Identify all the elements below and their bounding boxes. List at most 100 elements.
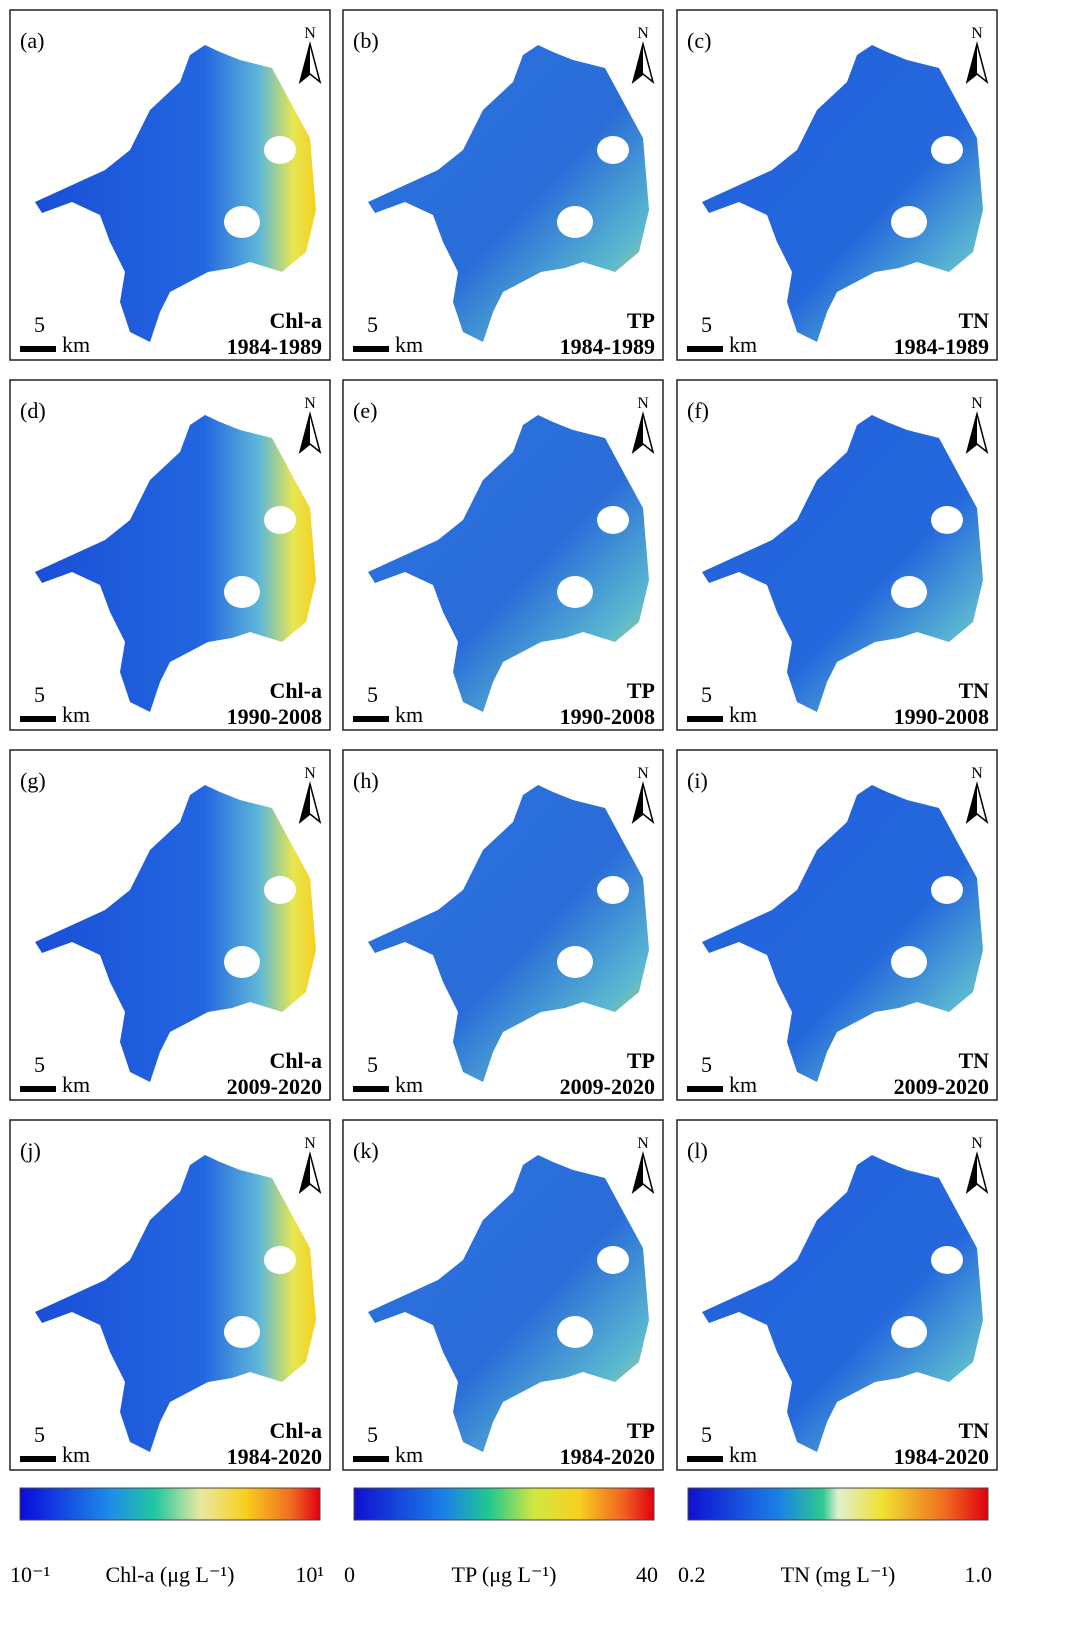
island [597, 1246, 629, 1274]
scale-unit: km [729, 1442, 757, 1467]
scale-value: 5 [34, 1052, 45, 1077]
island [264, 506, 296, 534]
colorbar-min: 0.2 [678, 1562, 706, 1587]
scale-bar [20, 346, 56, 352]
panel-label: (e) [353, 398, 377, 423]
scale-value: 5 [34, 312, 45, 337]
scale-bar [353, 1456, 389, 1462]
island [891, 576, 927, 608]
north-label: N [971, 765, 983, 782]
period-label: 1984-1989 [227, 334, 322, 359]
scale-value: 5 [701, 1052, 712, 1077]
panel-label: (g) [20, 768, 46, 793]
panel-label: (d) [20, 398, 46, 423]
scale-value: 5 [701, 682, 712, 707]
variable-label: TN [958, 308, 989, 333]
period-label: 2009-2020 [560, 1074, 655, 1099]
north-label: N [304, 765, 316, 782]
north-label: N [971, 25, 983, 42]
period-label: 2009-2020 [894, 1074, 989, 1099]
scale-value: 5 [367, 1052, 378, 1077]
north-label: N [971, 1135, 983, 1152]
scale-bar [353, 716, 389, 722]
scale-value: 5 [367, 682, 378, 707]
scale-bar [20, 1456, 56, 1462]
scale-bar [687, 716, 723, 722]
scale-unit: km [62, 702, 90, 727]
north-label: N [637, 765, 649, 782]
island [891, 946, 927, 978]
panel-label: (f) [687, 398, 709, 423]
period-label: 1990-2008 [894, 704, 989, 729]
colorbar-min: 10⁻¹ [10, 1562, 50, 1587]
variable-label: Chl-a [269, 308, 322, 333]
figure: (a)N5kmChl-a1984-1989(b)N5kmTP1984-1989(… [0, 0, 1065, 1644]
scale-unit: km [395, 332, 423, 357]
scale-unit: km [395, 1072, 423, 1097]
island [557, 206, 593, 238]
period-label: 1990-2008 [227, 704, 322, 729]
scale-value: 5 [701, 312, 712, 337]
island [931, 876, 963, 904]
island [224, 206, 260, 238]
variable-label: TN [958, 1048, 989, 1073]
colorbar-min: 0 [344, 1562, 355, 1587]
scale-bar [353, 346, 389, 352]
panel-label: (k) [353, 1138, 379, 1163]
variable-label: TP [627, 308, 655, 333]
period-label: 1984-2020 [227, 1444, 322, 1469]
scale-unit: km [395, 1442, 423, 1467]
scale-unit: km [729, 1072, 757, 1097]
island [264, 876, 296, 904]
period-label: 2009-2020 [227, 1074, 322, 1099]
north-label: N [637, 25, 649, 42]
panel-label: (i) [687, 768, 708, 793]
island [597, 876, 629, 904]
island [264, 1246, 296, 1274]
island [264, 136, 296, 164]
period-label: 1984-1989 [560, 334, 655, 359]
north-label: N [971, 395, 983, 412]
colorbar [688, 1488, 988, 1520]
period-label: 1984-2020 [560, 1444, 655, 1469]
variable-label: Chl-a [269, 1418, 322, 1443]
panel-label: (l) [687, 1138, 708, 1163]
variable-label: Chl-a [269, 1048, 322, 1073]
island [224, 946, 260, 978]
map-panel: (i) N 5 km TN2009-2020 [677, 750, 997, 1100]
north-label: N [304, 1135, 316, 1152]
panel-label: (h) [353, 768, 379, 793]
island [891, 1316, 927, 1348]
north-label: N [637, 395, 649, 412]
island [931, 1246, 963, 1274]
colorbar-title: Chl-a (μg L⁻¹) [106, 1562, 235, 1587]
scale-value: 5 [34, 682, 45, 707]
variable-label: TN [958, 678, 989, 703]
variable-label: TP [627, 1048, 655, 1073]
scale-bar [687, 1086, 723, 1092]
island [597, 506, 629, 534]
scale-unit: km [395, 702, 423, 727]
scale-unit: km [729, 702, 757, 727]
island [557, 1316, 593, 1348]
scale-bar [20, 1086, 56, 1092]
scale-unit: km [62, 1072, 90, 1097]
scale-value: 5 [34, 1422, 45, 1447]
scale-unit: km [62, 1442, 90, 1467]
panel-label: (j) [20, 1138, 41, 1163]
island [557, 946, 593, 978]
island [891, 206, 927, 238]
variable-label: TN [958, 1418, 989, 1443]
colorbar [354, 1488, 654, 1520]
colorbar-max: 10¹ [295, 1562, 324, 1587]
colorbar [20, 1488, 320, 1520]
panel-label: (b) [353, 28, 379, 53]
period-label: 1990-2008 [560, 704, 655, 729]
colorbar-title: TP (μg L⁻¹) [452, 1562, 557, 1587]
north-label: N [304, 25, 316, 42]
scale-bar [353, 1086, 389, 1092]
